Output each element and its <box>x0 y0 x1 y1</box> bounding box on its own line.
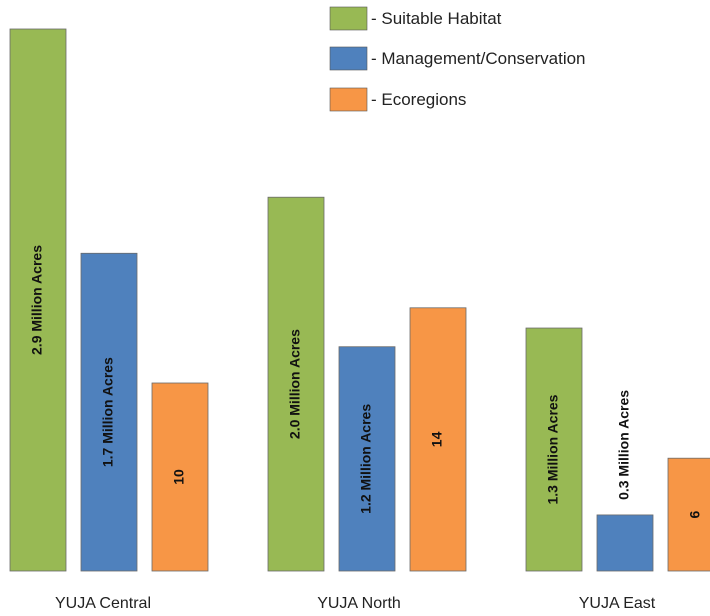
data-label: 2.9 Million Acres <box>29 245 45 355</box>
legend-swatch <box>329 87 368 112</box>
data-label: 1.2 Million Acres <box>358 404 374 514</box>
legend-swatch <box>329 46 368 71</box>
bar <box>596 514 654 572</box>
category-label: YUJA East <box>579 595 656 612</box>
bar <box>525 327 583 572</box>
data-label: 2.0 Million Acres <box>287 329 303 439</box>
legend-label: - Suitable Habitat <box>371 9 502 28</box>
bar <box>338 346 396 572</box>
data-label: 10 <box>171 469 187 485</box>
category-labels: YUJA Central YUJA North YUJA East <box>55 595 656 612</box>
bar <box>409 307 467 572</box>
legend-swatch <box>329 6 368 31</box>
bar <box>9 28 67 572</box>
bar <box>267 196 325 572</box>
bar <box>151 382 209 572</box>
legend-label: - Ecoregions <box>371 90 466 109</box>
category-label: YUJA Central <box>55 595 151 612</box>
legend-label: - Management/Conservation <box>371 49 586 68</box>
bar <box>667 457 710 572</box>
data-label: 1.3 Million Acres <box>545 394 561 504</box>
bars: 2.9 Million Acres 1.7 Million Acres 10 2.0 … <box>9 28 710 572</box>
data-label: 14 <box>429 431 445 447</box>
data-label: 6 <box>687 510 703 518</box>
bar <box>80 252 138 572</box>
data-label: 0.3 Million Acres <box>616 390 632 500</box>
data-label: 1.7 Million Acres <box>100 357 116 467</box>
legend: - Suitable Habitat - Management/Conservat… <box>329 6 586 112</box>
category-label: YUJA North <box>317 595 401 612</box>
